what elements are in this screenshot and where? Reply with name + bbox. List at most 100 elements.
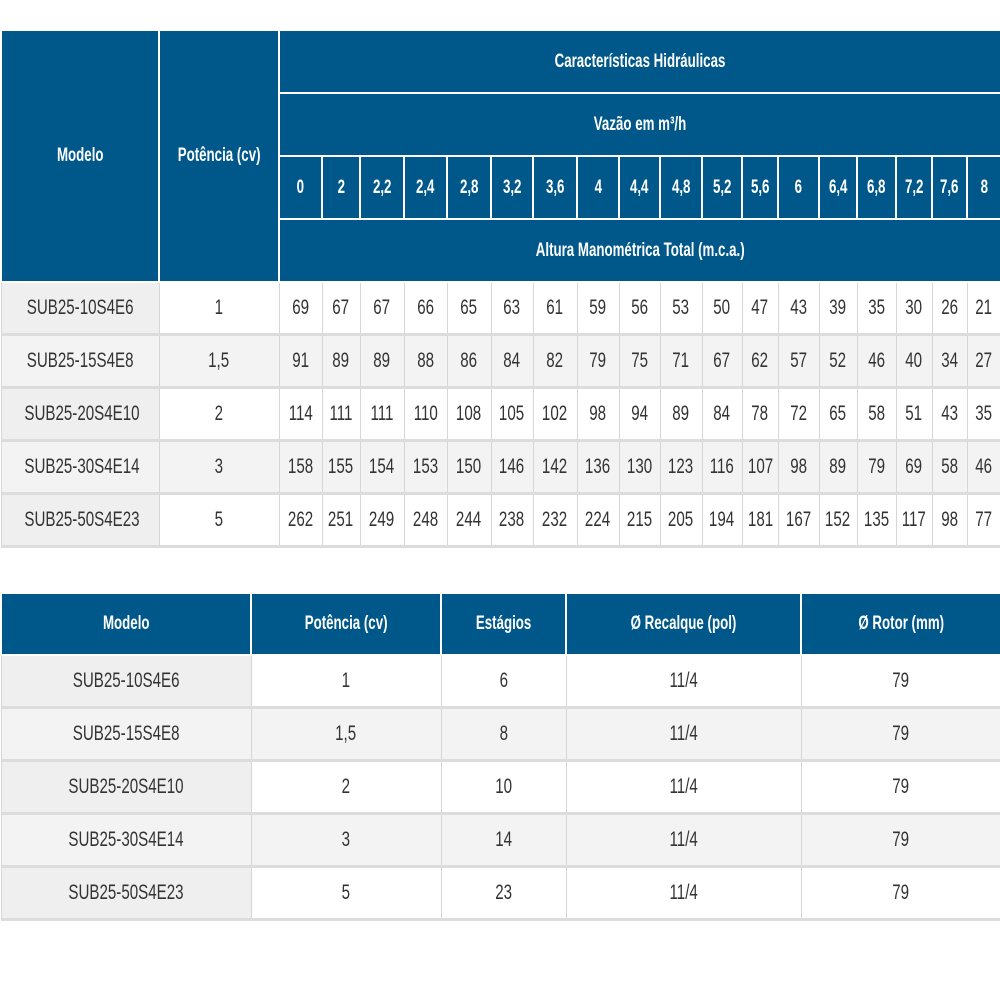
- head-value-cell: 58: [856, 387, 897, 442]
- power-cell-text: 3: [214, 455, 224, 478]
- spec-value-cell-text: 79: [892, 828, 910, 851]
- spec-value-cell: 79: [800, 813, 1000, 868]
- header-flow-value-text: 6,8: [867, 176, 886, 198]
- head-value-cell: 69: [895, 440, 933, 495]
- spec-value-cell-text: 11/4: [669, 669, 698, 692]
- power-cell: 1: [158, 281, 280, 336]
- head-value-cell-text: 46: [868, 349, 885, 372]
- specs-header-text: Ø Recalque (pol): [630, 613, 737, 634]
- header-flow-value-text: 6: [794, 176, 803, 198]
- head-value-cell-text: 98: [790, 455, 807, 478]
- head-value-cell: 111: [321, 387, 361, 442]
- head-value-cell: 35: [856, 281, 897, 336]
- head-value-cell-text: 69: [905, 455, 923, 478]
- head-value-cell: 205: [659, 493, 703, 548]
- header-flow-value: 7,6: [931, 155, 968, 220]
- spec-value-cell-text: 14: [495, 828, 512, 851]
- header-flow-value-text: 3,6: [545, 176, 565, 198]
- head-value-cell-text: 135: [863, 508, 890, 531]
- head-value-cell-text: 111: [370, 402, 394, 425]
- head-value-cell: 79: [576, 334, 620, 389]
- spec-value-cell-text: 79: [892, 881, 910, 904]
- head-value-cell: 262: [278, 493, 323, 548]
- head-value-cell-text: 78: [751, 402, 769, 425]
- spec-value-cell-text: 6: [499, 669, 508, 692]
- model-cell: SUB25-30S4E14: [0, 813, 252, 868]
- head-value-cell: 84: [701, 387, 743, 442]
- power-cell-text: 2: [214, 402, 224, 425]
- head-value-cell: 39: [818, 281, 858, 336]
- head-value-cell-text: 251: [328, 508, 354, 531]
- head-value-cell: 91: [278, 334, 323, 389]
- head-value-cell: 123: [659, 440, 703, 495]
- spec-value-cell: 11/4: [565, 707, 802, 762]
- head-value-cell: 67: [701, 334, 743, 389]
- head-value-cell: 117: [895, 493, 933, 548]
- head-value-cell-text: 98: [589, 402, 607, 425]
- header-vazao-text: Vazão em m³/h: [593, 113, 687, 135]
- head-value-cell-text: 84: [713, 402, 731, 425]
- head-value-cell-text: 105: [499, 402, 525, 425]
- head-value-cell-text: 155: [328, 455, 354, 478]
- head-value-cell-text: 39: [829, 296, 847, 319]
- model-cell-text: SUB25-20S4E10: [23, 402, 140, 425]
- head-value-cell-text: 35: [868, 296, 885, 319]
- head-value-cell: 150: [446, 440, 492, 495]
- head-value-cell-text: 67: [373, 296, 391, 319]
- specs-header: Modelo: [0, 592, 252, 656]
- table-row: SUB25-15S4E8 1,5 91 89 89 88 86 84 82 79 75 71 67 62 5…: [0, 334, 1000, 389]
- header-flow-value: 5,6: [741, 155, 779, 220]
- head-value-cell-text: 205: [668, 508, 694, 531]
- specs-header-text: Estágios: [475, 613, 532, 634]
- head-value-cell-text: 152: [825, 508, 851, 531]
- header-flow-value-text: 0: [296, 176, 305, 198]
- header-flow-value-text: 3,2: [502, 176, 522, 198]
- head-value-cell: 47: [741, 281, 779, 336]
- head-value-cell-text: 181: [747, 508, 773, 531]
- head-value-cell-text: 262: [287, 508, 314, 531]
- model-cell: SUB25-20S4E10: [0, 760, 252, 815]
- head-value-cell-text: 65: [460, 296, 478, 319]
- spec-value-cell: 79: [800, 866, 1000, 921]
- head-value-cell-text: 58: [868, 402, 885, 425]
- header-flow-value: 0: [278, 155, 323, 220]
- head-value-cell: 135: [856, 493, 897, 548]
- spec-value-cell: 11/4: [565, 866, 802, 921]
- spec-value-cell-text: 11/4: [669, 828, 698, 851]
- head-value-cell-text: 71: [672, 349, 690, 372]
- head-value-cell-text: 91: [292, 349, 309, 372]
- head-value-cell: 50: [701, 281, 743, 336]
- power-cell-text: 1: [214, 296, 224, 319]
- model-cell-text: SUB25-15S4E8: [26, 349, 134, 372]
- head-value-cell-text: 72: [790, 402, 807, 425]
- head-value-cell-text: 248: [412, 508, 439, 531]
- head-value-cell: 111: [359, 387, 405, 442]
- model-cell: SUB25-50S4E23: [0, 493, 160, 548]
- head-value-cell: 65: [446, 281, 492, 336]
- head-value-cell-text: 47: [751, 296, 769, 319]
- header-flow-value-text: 7,2: [904, 176, 924, 198]
- model-cell: SUB25-10S4E6: [0, 654, 252, 709]
- table-row: SUB25-50S4E23 5 262 251 249 248 244 238 232 224 21…: [0, 493, 1000, 548]
- header-flow-value: 8: [965, 155, 1000, 220]
- head-value-cell: 65: [818, 387, 858, 442]
- head-value-cell-text: 26: [941, 296, 958, 319]
- header-flow-value: 3,6: [532, 155, 578, 220]
- head-value-cell-text: 194: [709, 508, 735, 531]
- header-flow-value: 2,8: [446, 155, 492, 220]
- head-value-cell-text: 61: [546, 296, 564, 319]
- header-modelo: Modelo: [0, 29, 160, 283]
- table-row: SUB25-15S4E8 1,5 8 11/4 79: [0, 707, 1000, 762]
- spec-value-cell-text: 5: [341, 881, 351, 904]
- spec-value-cell: 79: [800, 707, 1000, 762]
- head-value-cell: 153: [403, 440, 448, 495]
- table-row: SUB25-20S4E10 2 114 111 111 110 108 105 102 98 94 8…: [0, 387, 1000, 442]
- specifications-table: Modelo Potência (cv) Estágios Ø Recalque (p…: [0, 592, 1000, 921]
- hydraulic-characteristics-table: Modelo Potência (cv) Características Hidrá…: [0, 29, 1000, 548]
- head-value-cell-text: 53: [672, 296, 690, 319]
- spec-value-cell-text: 11/4: [669, 881, 698, 904]
- head-value-cell-text: 88: [417, 349, 434, 372]
- head-value-cell-text: 69: [292, 296, 309, 319]
- head-value-cell: 46: [966, 440, 1000, 495]
- head-value-cell-text: 98: [941, 508, 958, 531]
